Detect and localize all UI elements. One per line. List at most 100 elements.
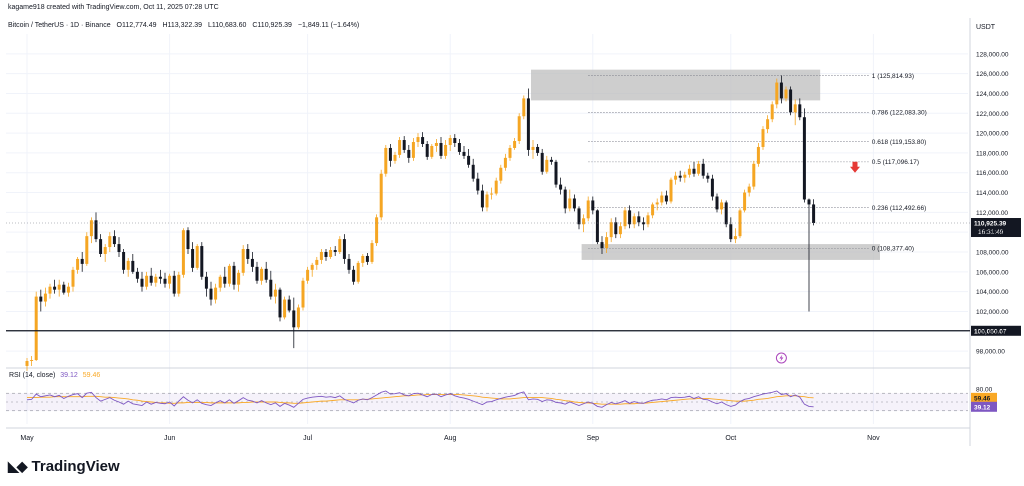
candle-body [43, 293, 47, 302]
candle-body [779, 82, 783, 99]
candle-body [342, 239, 346, 259]
candle-body [273, 289, 277, 297]
candle-body [53, 286, 57, 290]
candle-body [582, 218, 586, 225]
candle-body [549, 159, 553, 162]
rsi-badge-label: 39.12 [974, 404, 991, 411]
candle-body [733, 236, 737, 240]
candle-body [324, 252, 328, 257]
rsi-tick-label: 80.00 [976, 386, 993, 393]
candle-body [595, 210, 599, 243]
candle-body [71, 269, 75, 287]
candle-body [283, 299, 287, 318]
candle-body [720, 202, 724, 210]
candle-body [743, 192, 747, 211]
candle-body [181, 230, 185, 275]
candle-body [319, 252, 323, 260]
rsi-name: RSI (14, close) [9, 372, 56, 379]
symbol-legend[interactable]: Bitcoin / TetherUS · 1D · Binance O112,7… [8, 22, 363, 29]
candle-body [214, 287, 218, 300]
candle-body [591, 200, 595, 211]
x-tick-label: Oct [725, 435, 736, 442]
candle-body [637, 216, 641, 223]
candle-body [218, 276, 222, 288]
candle-body [57, 284, 61, 290]
candle-body [444, 144, 448, 156]
support-price-badge [971, 325, 1021, 336]
candle-body [301, 280, 305, 308]
candle-body [223, 276, 227, 284]
tradingview-logo[interactable]: ◣◆ TradingView [8, 458, 120, 475]
rsi-line [26, 390, 814, 408]
candle-body [761, 129, 765, 147]
y-tick-label: 104,000.00 [976, 289, 1009, 296]
candle-body [168, 275, 172, 284]
rsi-value-badge [971, 392, 997, 403]
candle-body [388, 147, 392, 161]
candle-body [503, 157, 507, 168]
currency-label[interactable]: USDT [976, 24, 996, 31]
candle-body [706, 175, 710, 179]
candle-body [674, 175, 678, 180]
candle-body [664, 195, 668, 202]
candle-body [439, 143, 443, 156]
candle-body [434, 143, 438, 146]
candle-body [80, 258, 84, 264]
candle-body [756, 146, 760, 164]
candle-body [738, 210, 742, 237]
y-tick-label: 128,000.00 [976, 51, 1009, 58]
candle-body [131, 260, 135, 272]
candle-body [39, 296, 43, 302]
candle-body [651, 204, 655, 216]
brand-name: TradingView [31, 458, 120, 475]
low-value: L110,683.60 [208, 22, 247, 29]
y-tick-label: 118,000.00 [976, 150, 1008, 157]
candle-body [710, 178, 714, 197]
fib-label: 1 (125,814.93) [872, 73, 914, 80]
candle-body [559, 184, 563, 190]
candle-body [250, 258, 254, 267]
candle-body [784, 89, 788, 99]
current-price-label: 110,925.39 [974, 221, 1007, 228]
y-tick-label: 106,000.00 [976, 269, 1009, 276]
candle-body [812, 204, 816, 224]
candle-body [25, 361, 29, 366]
candle-body [577, 208, 581, 225]
candle-body [531, 146, 535, 150]
candle-body [292, 310, 296, 328]
candle-body [66, 286, 70, 293]
candle-body [140, 278, 144, 287]
x-tick-label: Jun [164, 435, 175, 442]
candle-body [623, 210, 627, 227]
candle-body [513, 141, 517, 148]
candle-body [287, 299, 291, 311]
x-tick-label: Aug [444, 435, 457, 442]
fib-label: 0.618 (119,153.80) [872, 139, 926, 146]
x-tick-label: Sep [587, 435, 600, 442]
candle-body [614, 222, 618, 235]
y-tick-label: 120,000.00 [976, 131, 1009, 138]
y-tick-label: 122,000.00 [976, 111, 1009, 118]
candle-body [430, 145, 434, 157]
candle-body [108, 236, 112, 248]
candle-body [471, 164, 475, 179]
candle-body [669, 179, 673, 202]
y-tick-label: 124,000.00 [976, 91, 1009, 98]
candle-body [545, 159, 549, 172]
candle-body [600, 242, 604, 249]
y-tick-label: 126,000.00 [976, 71, 1009, 78]
candle-body [457, 143, 461, 152]
candle-body [34, 296, 38, 361]
candle-body [494, 180, 498, 194]
candle-body [237, 272, 241, 285]
candle-body [646, 215, 650, 225]
candle-body [375, 217, 379, 244]
candle-body [260, 268, 264, 281]
candle-body [200, 246, 204, 277]
rsi-legend[interactable]: RSI (14, close) 39.12 59.46 [9, 372, 100, 379]
candle-body [536, 146, 540, 153]
candle-body [204, 276, 208, 289]
fib-label: 0.5 (117,096.17) [872, 159, 919, 166]
candle-body [347, 258, 351, 270]
